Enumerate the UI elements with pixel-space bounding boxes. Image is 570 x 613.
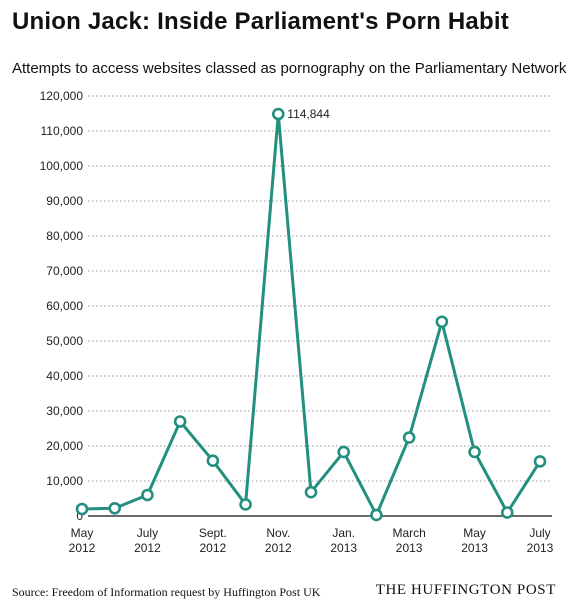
y-tick-label: 60,000 xyxy=(46,299,83,313)
publisher-logo: THE HUFFINGTON POST xyxy=(375,582,556,598)
data-point xyxy=(500,506,514,519)
data-point xyxy=(173,415,187,428)
x-axis-ticks: May 2012 July 2012 Sept. 2012 Nov. 2012 Jan. 2013… xyxy=(69,526,554,555)
chart-subtitle: Attempts to access websites classed as p… xyxy=(12,60,567,77)
x-tick-label: July 2013 xyxy=(527,526,554,555)
y-tick-label: 90,000 xyxy=(46,194,83,208)
data-point xyxy=(271,107,285,121)
y-tick-label: 40,000 xyxy=(46,369,83,383)
x-tick-label: July 2012 xyxy=(134,526,161,555)
data-point xyxy=(435,315,449,329)
annotations: 114,844 xyxy=(287,107,330,121)
y-tick-label: 10,000 xyxy=(46,474,83,488)
source-note: Source: Freedom of Information request b… xyxy=(12,585,321,599)
y-tick-label: 120,000 xyxy=(40,89,84,103)
y-tick-label: 30,000 xyxy=(46,404,83,418)
data-point xyxy=(75,502,89,516)
gridlines xyxy=(88,95,552,482)
y-tick-label: 20,000 xyxy=(46,439,83,453)
data-point xyxy=(206,454,220,468)
data-point xyxy=(304,485,318,499)
x-tick-label: May 2013 xyxy=(461,526,488,555)
data-point xyxy=(337,445,351,459)
y-tick-label: 110,000 xyxy=(41,124,84,138)
x-tick-label: Jan. 2013 xyxy=(330,526,357,555)
data-point xyxy=(402,431,416,444)
data-point xyxy=(370,508,383,522)
data-point xyxy=(239,498,252,511)
y-tick-label: 100,000 xyxy=(40,159,84,173)
data-point xyxy=(533,455,547,468)
y-tick-label: 70,000 xyxy=(46,264,83,278)
y-tick-label: 50,000 xyxy=(46,334,83,348)
data-point xyxy=(141,488,154,502)
data-label: 114,844 xyxy=(287,107,330,121)
y-tick-label: 0 xyxy=(76,509,83,523)
data-point xyxy=(468,445,481,459)
x-tick-label: Sept. 2012 xyxy=(199,526,227,555)
y-axis-ticks: 0 10,000 20,000 30,000 40,000 50,000 60,000 70,… xyxy=(40,89,84,523)
x-tick-label: Nov. 2012 xyxy=(265,526,292,555)
chart-title: Union Jack: Inside Parliament's Porn Hab… xyxy=(12,8,509,35)
x-tick-label: March 2013 xyxy=(392,526,425,555)
data-point xyxy=(108,501,122,515)
x-tick-label: May 2012 xyxy=(69,526,96,555)
data-points xyxy=(75,107,547,522)
y-tick-label: 80,000 xyxy=(46,229,83,243)
